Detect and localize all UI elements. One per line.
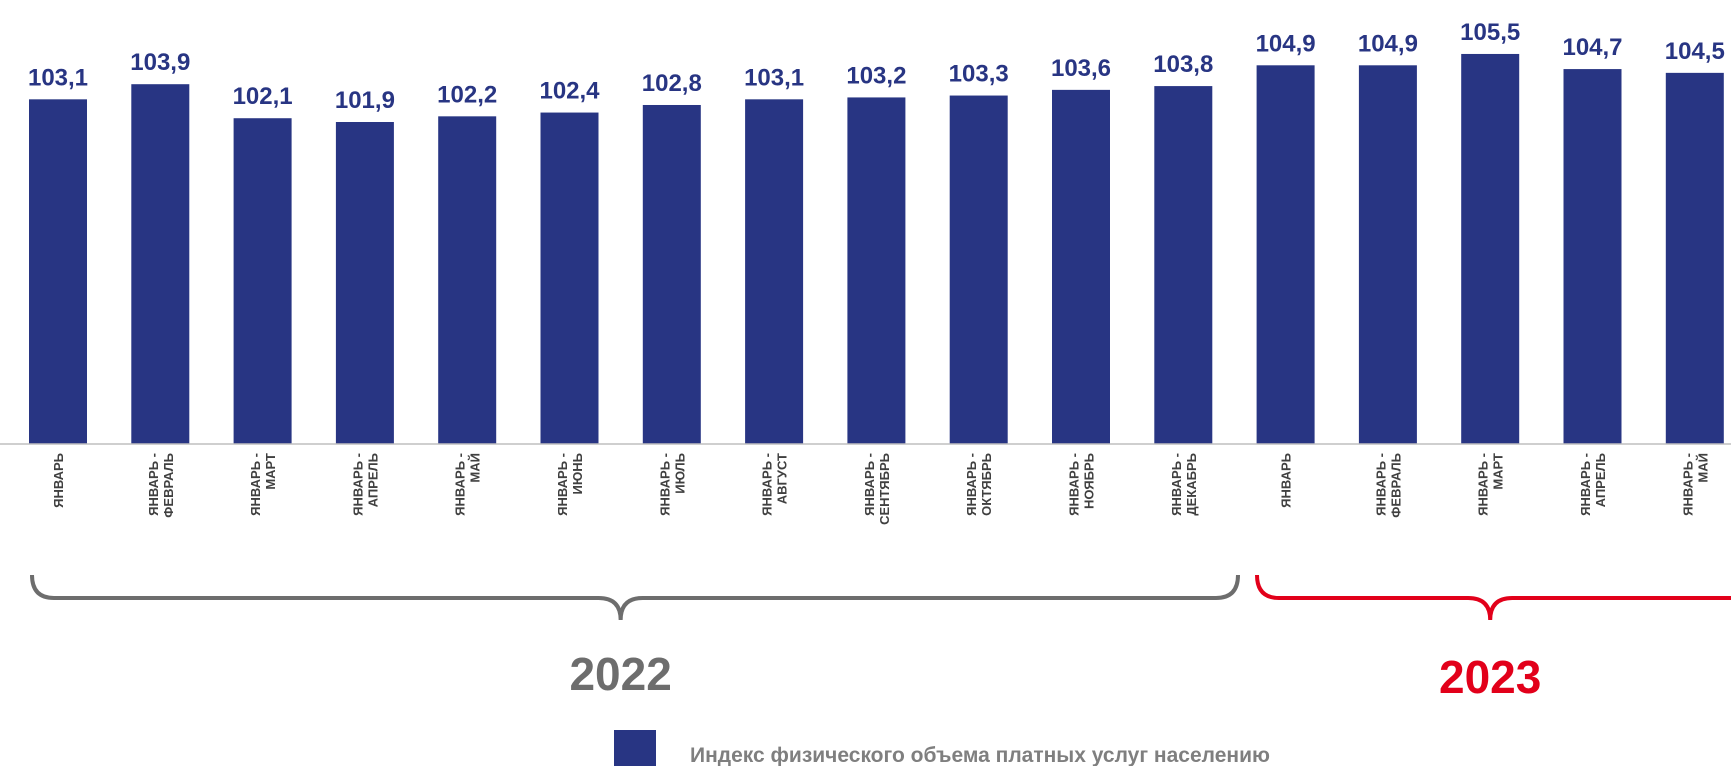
- category-label: ЯНВАРЬ - МАЙ: [1680, 453, 1710, 516]
- bar: [1358, 65, 1417, 445]
- category-label-line: МАЙ: [468, 453, 483, 483]
- category-label-line: ИЮЛЬ: [672, 453, 687, 494]
- value-label: 102,4: [539, 78, 600, 105]
- value-label: 102,1: [233, 83, 293, 110]
- category-label-line: ЯНВАРЬ -: [1680, 453, 1695, 516]
- value-label: 104,9: [1256, 30, 1316, 57]
- category-label-line: ЯНВАРЬ -: [453, 453, 468, 516]
- bar: [1461, 53, 1520, 445]
- category-label-line: ФЕВРАЛЬ: [161, 453, 176, 518]
- category-label-line: ЯНВАРЬ -: [657, 453, 672, 516]
- value-label: 103,1: [744, 64, 804, 91]
- category-label-line: ЯНВАРЬ -: [146, 453, 161, 516]
- value-label: 103,2: [846, 62, 906, 89]
- category-label: ЯНВАРЬ - МАРТ: [1476, 453, 1506, 516]
- category-label-line: ЯНВАРЬ -: [1476, 453, 1491, 516]
- legend: Индекс физического объема платных услуг …: [614, 730, 1270, 766]
- bar: [745, 99, 804, 444]
- bars-layer: [29, 53, 1724, 445]
- value-label: 104,7: [1562, 34, 1622, 61]
- category-label-line: ЯНВАРЬ -: [862, 453, 877, 516]
- value-label: 103,3: [949, 61, 1009, 88]
- value-label: 102,8: [642, 70, 702, 97]
- category-label-line: ЯНВАРЬ -: [555, 453, 570, 516]
- category-label-line: НОЯБРЬ: [1082, 453, 1097, 509]
- category-label: ЯНВАРЬ: [51, 453, 66, 508]
- category-label: ЯНВАРЬ - ДЕКАБРЬ: [1169, 453, 1199, 516]
- category-label: ЯНВАРЬ - АПРЕЛЬ: [1578, 453, 1608, 516]
- category-label-line: ЯНВАРЬ -: [1373, 453, 1388, 516]
- bar: [949, 95, 1008, 444]
- year-label: 2023: [1439, 651, 1541, 703]
- bar: [438, 116, 497, 444]
- category-label-line: ЯНВАРЬ -: [1169, 453, 1184, 516]
- category-label-line: АВГУСТ: [775, 453, 790, 504]
- category-label: ЯНВАРЬ - ОКТЯБРЬ: [964, 453, 994, 516]
- value-label: 103,1: [28, 64, 88, 91]
- value-label: 101,9: [335, 87, 395, 114]
- bar: [233, 118, 292, 444]
- legend-swatch: [614, 730, 656, 766]
- bar: [1052, 89, 1110, 445]
- legend-label: Индекс физического объема платных услуг …: [690, 744, 1270, 766]
- category-label: ЯНВАРЬ - АПРЕЛЬ: [350, 453, 380, 516]
- category-label-line: ФЕВРАЛЬ: [1388, 453, 1403, 518]
- category-label-line: ЯНВАРЬ -: [350, 453, 365, 516]
- category-label: ЯНВАРЬ - АВГУСТ: [760, 453, 790, 516]
- category-label-line: ОКТЯБРЬ: [979, 453, 994, 516]
- category-label: ЯНВАРЬ - СЕНТЯБРЬ: [862, 453, 892, 525]
- category-label: ЯНВАРЬ - ИЮЛЬ: [657, 453, 687, 516]
- category-label: ЯНВАРЬ - ФЕВРАЛЬ: [146, 453, 176, 518]
- category-label-line: ИЮНЬ: [570, 453, 585, 494]
- bar: [29, 99, 87, 444]
- category-label-line: МАРТ: [1491, 453, 1506, 490]
- category-label-line: АПРЕЛЬ: [365, 453, 380, 507]
- bar: [131, 84, 190, 444]
- year-brace: [30, 574, 1240, 621]
- value-label: 103,9: [130, 49, 190, 76]
- bar: [1256, 65, 1315, 445]
- category-label-line: ДЕКАБРЬ: [1184, 453, 1199, 516]
- category-label: ЯНВАРЬ - НОЯБРЬ: [1067, 453, 1097, 516]
- value-label: 104,5: [1665, 38, 1725, 65]
- bar: [642, 104, 701, 445]
- category-label-line: ЯНВАРЬ -: [760, 453, 775, 516]
- value-label: 105,5: [1460, 19, 1520, 46]
- bar: [1154, 86, 1213, 444]
- value-label: 103,8: [1153, 51, 1213, 78]
- category-label: ЯНВАРЬ - ИЮНЬ: [555, 453, 585, 516]
- bar: [847, 97, 906, 445]
- category-label: ЯНВАРЬ - ФЕВРАЛЬ: [1373, 453, 1403, 518]
- value-label: 102,2: [437, 81, 497, 108]
- bar: [335, 122, 394, 444]
- category-label-line: ЯНВАРЬ -: [1067, 453, 1082, 516]
- value-label: 103,6: [1051, 55, 1111, 82]
- bar: [540, 112, 599, 445]
- category-label: ЯНВАРЬ - МАЙ: [453, 453, 483, 516]
- bar: [1665, 72, 1724, 445]
- category-label-line: АПРЕЛЬ: [1593, 453, 1608, 507]
- category-label-line: ЯНВАРЬ: [51, 453, 66, 508]
- category-label-line: ЯНВАРЬ -: [1578, 453, 1593, 516]
- category-label-line: ЯНВАРЬ -: [248, 453, 263, 516]
- value-labels-layer: 103,1 103,9 102,1 101,9 102,2 102,4 102,8 103,1…: [28, 19, 1725, 114]
- bar: [1563, 69, 1622, 444]
- year-groups-layer: 2022 2023: [30, 574, 1731, 703]
- category-label-line: СЕНТЯБРЬ: [877, 453, 892, 525]
- category-labels-layer: ЯНВАРЬ ЯНВАРЬ - ФЕВРАЛЬ ЯНВАРЬ - МАРТ ЯНВАРЬ …: [51, 453, 1710, 525]
- value-label: 104,9: [1358, 30, 1418, 57]
- category-label-line: ЯНВАРЬ: [1279, 453, 1294, 508]
- category-label-line: МАРТ: [263, 453, 278, 490]
- year-label: 2022: [569, 648, 671, 700]
- category-label-line: ЯНВАРЬ -: [964, 453, 979, 516]
- category-label-line: МАЙ: [1695, 453, 1710, 483]
- year-brace: [1255, 574, 1731, 621]
- category-label: ЯНВАРЬ: [1279, 453, 1294, 508]
- category-label: ЯНВАРЬ - МАРТ: [248, 453, 278, 516]
